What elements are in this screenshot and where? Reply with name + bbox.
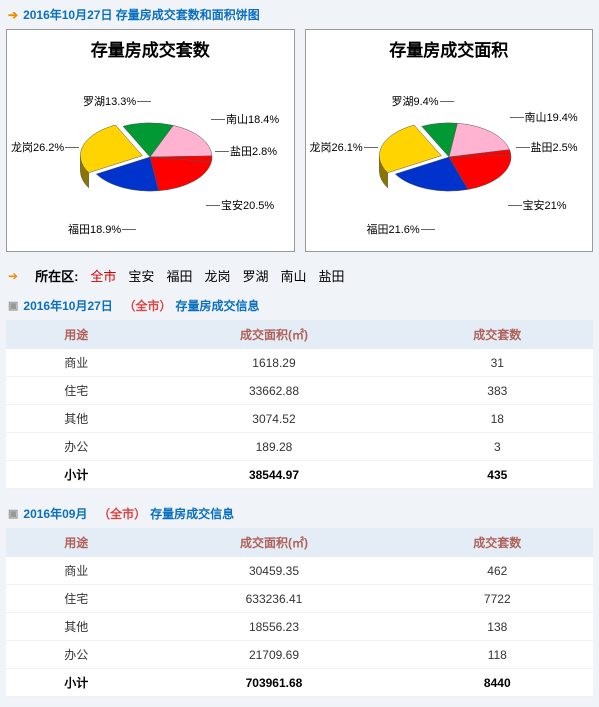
pie-label-罗湖: 罗湖13.3%	[83, 93, 151, 109]
col-header: 用途	[6, 528, 146, 557]
pie-label-南山: 南山18.4%	[211, 111, 279, 127]
pie-label-盐田: 盐田2.5%	[516, 139, 578, 155]
col-header: 用途	[6, 320, 146, 349]
table-row: 办公189.283	[6, 433, 593, 461]
table-row: 商业1618.2931	[6, 349, 593, 377]
data-table-2: 用途成交面积(㎡)成交套数商业30459.35462住宅633236.41772…	[6, 528, 593, 697]
chart-box-2: 存量房成交面积 龙岗26.1% 罗湖9.4% 南山19.4% 盐田2.5% 宝安21% 福…	[305, 29, 594, 252]
table1-header: ▣ 2016年10月27日 （全市） 存量房成交信息	[6, 291, 593, 320]
table-row: 住宅33662.88383	[6, 377, 593, 405]
table2-header: ▣ 2016年09月 （全市） 存量房成交信息	[6, 499, 593, 528]
pie-label-宝安: 宝安21%	[508, 197, 567, 213]
district-link-宝安[interactable]: 宝安	[128, 269, 154, 284]
pie-label-福田: 福田21.6%	[367, 221, 435, 237]
table-row: 商业30459.35462	[6, 557, 593, 585]
table1-city: （全市）	[123, 297, 171, 314]
district-label: 所在区:	[35, 266, 78, 285]
table-row: 办公21709.69118	[6, 641, 593, 669]
box-icon: ▣	[8, 299, 18, 312]
pie-label-宝安: 宝安20.5%	[206, 197, 274, 213]
data-table-1: 用途成交面积(㎡)成交套数商业1618.2931住宅33662.88383其他3…	[6, 320, 593, 489]
district-bar: ➔ 所在区: 全市宝安福田龙岗罗湖南山盐田	[0, 260, 599, 291]
section-title-charts: ➔ 2016年10月27日 存量房成交套数和面积饼图	[0, 0, 599, 29]
table-total-row: 小计38544.97435	[6, 461, 593, 489]
table-section-1: ▣ 2016年10月27日 （全市） 存量房成交信息 用途成交面积(㎡)成交套数…	[0, 291, 599, 499]
table1-suffix: 存量房成交信息	[176, 297, 260, 314]
table2-city: （全市）	[98, 505, 146, 522]
table1-date: 2016年10月27日	[23, 297, 112, 314]
table-section-2: ▣ 2016年09月 （全市） 存量房成交信息 用途成交面积(㎡)成交套数商业3…	[0, 499, 599, 707]
pie-label-罗湖: 罗湖9.4%	[392, 93, 454, 109]
arrow-icon: ➔	[8, 269, 18, 283]
col-header: 成交套数	[402, 528, 593, 557]
table-row: 其他18556.23138	[6, 613, 593, 641]
table2-date: 2016年09月	[23, 505, 87, 522]
pie-label-南山: 南山19.4%	[510, 109, 578, 125]
pie-label-盐田: 盐田2.8%	[215, 143, 277, 159]
pie-slice-宝安	[150, 157, 211, 191]
district-link-福田[interactable]: 福田	[166, 269, 192, 284]
box-icon: ▣	[8, 507, 18, 520]
col-header: 成交套数	[402, 320, 593, 349]
pie-label-福田: 福田18.9%	[68, 221, 136, 237]
title-text: 2016年10月27日 存量房成交套数和面积饼图	[23, 6, 260, 23]
table-row: 其他3074.5218	[6, 405, 593, 433]
chart1-title: 存量房成交套数	[13, 36, 288, 61]
pie-chart-1: 龙岗26.2% 罗湖13.3% 南山18.4% 盐田2.8% 宝安20.5% 福田18.9…	[13, 65, 288, 245]
pie-chart-2: 龙岗26.1% 罗湖9.4% 南山19.4% 盐田2.5% 宝安21% 福田21.6%	[312, 65, 587, 245]
district-link-盐田[interactable]: 盐田	[319, 269, 345, 284]
district-links: 全市宝安福田龙岗罗湖南山盐田	[90, 266, 356, 285]
table-row: 住宅633236.417722	[6, 585, 593, 613]
chart-box-1: 存量房成交套数 龙岗26.2% 罗湖13.3% 南山18.4% 盐田2.8% 宝安20.…	[6, 29, 295, 252]
col-header: 成交面积(㎡)	[146, 528, 401, 557]
charts-row: 存量房成交套数 龙岗26.2% 罗湖13.3% 南山18.4% 盐田2.8% 宝安20.…	[0, 29, 599, 260]
arrow-icon: ➔	[8, 8, 18, 22]
chart2-title: 存量房成交面积	[312, 36, 587, 61]
district-link-龙岗[interactable]: 龙岗	[204, 269, 230, 284]
district-link-全市[interactable]: 全市	[90, 269, 116, 284]
col-header: 成交面积(㎡)	[146, 320, 401, 349]
pie-label-龙岗: 龙岗26.2%	[11, 139, 79, 155]
pie-label-龙岗: 龙岗26.1%	[310, 139, 378, 155]
district-link-罗湖[interactable]: 罗湖	[242, 269, 268, 284]
table2-suffix: 存量房成交信息	[150, 505, 234, 522]
table-total-row: 小计703961.688440	[6, 669, 593, 697]
district-link-南山[interactable]: 南山	[280, 269, 306, 284]
